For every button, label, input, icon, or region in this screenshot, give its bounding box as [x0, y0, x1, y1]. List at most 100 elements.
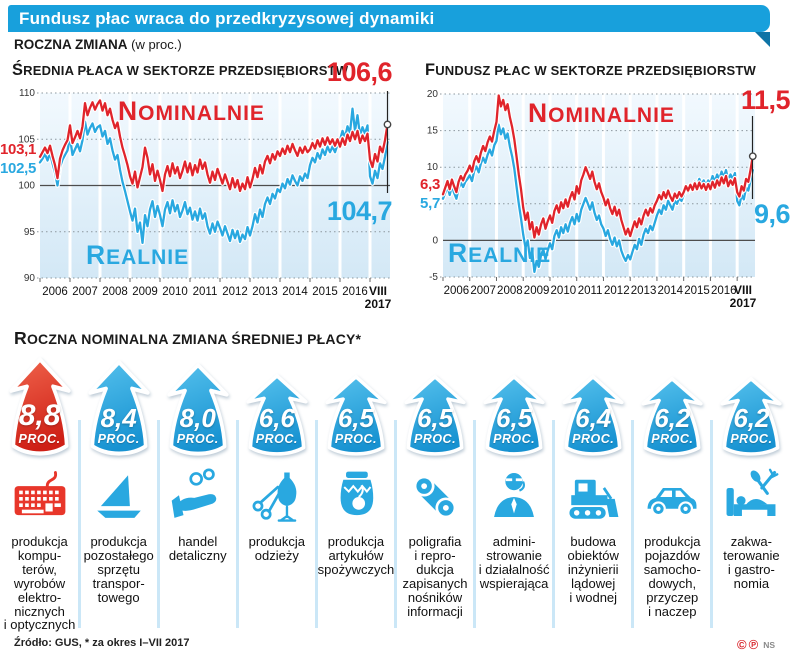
arrow-shape: [325, 375, 387, 456]
column-divider: [394, 420, 397, 628]
y-tick-label: 10: [427, 162, 439, 173]
arrow-shape: [641, 377, 703, 456]
arrow-up-icon: 6,5 PROC.: [316, 352, 395, 456]
arrow-text: 6,5 PROC.: [395, 405, 474, 446]
sector-unit: PROC.: [255, 432, 298, 446]
sectors-heading: ROCZNA NOMINALNA ZMIANA ŚREDNIEJ PŁACY*: [14, 328, 362, 348]
column-divider: [314, 420, 318, 628]
sector-columns: 8,8 PROC. produkcja kompu- terów, wyrobó…: [0, 352, 791, 632]
arrow-up-icon: 8,0 PROC.: [158, 352, 237, 456]
jam-jar-icon: [327, 461, 385, 533]
sector-column: 6,5 PROC. poligrafia i repro- dukcja zap…: [395, 352, 474, 632]
x-year-label: 2013: [252, 286, 278, 298]
x-year-label: 2007: [72, 286, 98, 298]
copyright-icon: ©: [737, 637, 747, 652]
x-year-label: 2012: [222, 286, 248, 298]
keyboard-icon: [11, 461, 69, 533]
subtitle-note: (w proc.): [131, 37, 182, 52]
realnie-line: [38, 107, 389, 245]
sector-column: 6,6 PROC. produkcja odzieży: [237, 352, 316, 632]
x-year-label: 2011: [578, 285, 603, 297]
sector-label: produkcja pozostałego sprzętu transpor- …: [83, 534, 154, 605]
x-end-label: 2017: [365, 297, 392, 311]
sector-unit: PROC.: [730, 432, 773, 446]
x-year-label: 2016: [711, 285, 737, 297]
sector-value: 6,2: [654, 403, 691, 433]
x-end-label: VIII: [369, 284, 387, 298]
arrow-text: 6,5 PROC.: [316, 405, 395, 446]
arrow-up-icon: 6,2 PROC.: [633, 352, 712, 456]
sector-value: 6,4: [575, 403, 612, 433]
office-worker-icon: [485, 461, 543, 533]
y-tick-label: -5: [429, 272, 438, 283]
sector-value: 6,2: [733, 403, 770, 433]
chart1-title: ŚREDNIA PŁACA W SEKTORZE PRZEDSIĘBIORSTW: [12, 61, 349, 79]
ribbon-fold-decoration: [755, 32, 770, 47]
chart2-real-start-value: 5,7: [420, 195, 440, 212]
arrow-shape: [720, 377, 782, 456]
arrow-text: 8,4 PROC.: [79, 405, 158, 446]
phonogram-icon: ℗: [748, 637, 759, 652]
x-year-label: 2012: [604, 285, 630, 297]
bulldozer-icon: [564, 461, 622, 533]
y-tick-label: 0: [432, 235, 438, 246]
x-year-label: 2013: [631, 285, 657, 297]
sector-column: 8,4 PROC. produkcja pozostałego sprzętu …: [79, 352, 158, 632]
page-title: Fundusz płac wraca do przedkryzysowej dy…: [19, 9, 435, 28]
arrow-shape: [246, 374, 308, 456]
sector-unit: PROC.: [18, 432, 61, 446]
sailboat-icon: [90, 461, 148, 533]
sector-label: budowa obiektów inżynierii lądowej i wod…: [567, 534, 619, 605]
chart1-nominal-start-value: 103,1: [0, 141, 37, 158]
subtitle-bold: ROCZNA ZMIANA: [14, 37, 128, 52]
arrow-text: 8,0 PROC.: [158, 405, 237, 446]
arrow-text: 6,2 PROC.: [633, 405, 712, 446]
arrow-shape: [562, 375, 624, 456]
arrow-up-icon: 6,5 PROC.: [475, 352, 554, 456]
source-note: Źródło: GUS, * za okres I–VII 2017: [14, 637, 190, 649]
x-year-label: 2015: [312, 286, 338, 298]
arrow-up-icon: 6,6 PROC.: [237, 352, 316, 456]
series-end-marker: [748, 152, 757, 161]
tailor-scissors-icon: [248, 461, 306, 533]
chart1-real-start-value: 102,5: [0, 160, 37, 177]
sector-label: produkcja artykułów spożywczych: [317, 534, 395, 577]
chart1-real-end-value: 104,7: [326, 196, 393, 226]
sector-value: 8,0: [179, 403, 216, 433]
chart2-title: FUNDUSZ PŁAC W SEKTORZE PRZEDSIĘBIORSTW: [425, 61, 757, 79]
chart2-nominal-label: NOMINALNIE: [528, 98, 675, 128]
arrow-text: 8,8 PROC.: [0, 401, 79, 447]
nominalnie-line: [441, 94, 754, 239]
sector-value: 6,5: [496, 403, 533, 433]
chart1-nominal-end-value: 106,6: [326, 57, 393, 87]
sector-unit: PROC.: [493, 432, 536, 446]
arrow-shape: [167, 363, 229, 456]
column-divider: [473, 420, 477, 628]
sector-unit: PROC.: [413, 432, 457, 446]
column-divider: [631, 420, 635, 628]
sector-unit: PROC.: [176, 432, 219, 446]
y-tick-label: 95: [24, 227, 36, 238]
arrow-shape: [483, 375, 545, 456]
arrow-text: 6,5 PROC.: [475, 405, 554, 446]
subtitle: ROCZNA ZMIANA (w proc.): [14, 37, 182, 52]
y-tick-label: 110: [19, 88, 35, 99]
sector-column: 6,2 PROC. zakwa- terowanie i gastro- nom…: [712, 352, 791, 632]
y-tick-label: 20: [427, 89, 439, 100]
column-divider: [235, 420, 239, 628]
arrow-text: 6,4 PROC.: [554, 405, 633, 446]
chart2-real-end-value: 9,6: [753, 199, 791, 229]
sector-label: produkcja pojazdów samocho- dowych, przy…: [643, 534, 701, 619]
arrow-shape: [88, 360, 150, 456]
title-ribbon: Fundusz płac wraca do przedkryzysowej dy…: [8, 5, 770, 47]
x-year-label: 2006: [42, 286, 68, 298]
chart1-real-label: REALNIE: [86, 240, 190, 270]
arrow-up-icon: 6,5 PROC.: [395, 352, 474, 456]
car-icon: [643, 461, 701, 533]
sector-label: handel detaliczny: [168, 534, 227, 563]
x-year-label: 2009: [132, 286, 158, 298]
x-year-label: 2014: [658, 285, 684, 297]
chart-plot-1: 110 105 100 95 90 2006 2007 2008 2009 2010 2011 201…: [18, 88, 391, 311]
sector-value: 6,6: [258, 403, 295, 433]
